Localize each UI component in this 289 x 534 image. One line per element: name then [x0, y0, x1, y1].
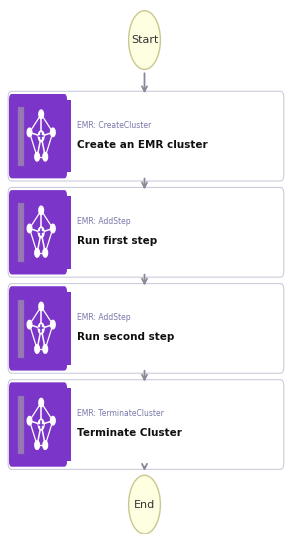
Circle shape — [38, 131, 44, 142]
Bar — [21, 396, 23, 453]
Bar — [18, 107, 20, 165]
Circle shape — [43, 153, 48, 161]
Bar — [20, 196, 71, 269]
Circle shape — [27, 128, 32, 137]
Bar — [18, 203, 20, 261]
Circle shape — [43, 345, 48, 354]
Circle shape — [51, 224, 55, 233]
Circle shape — [27, 224, 32, 233]
Circle shape — [27, 320, 32, 329]
FancyBboxPatch shape — [8, 284, 284, 373]
Circle shape — [35, 441, 39, 450]
Circle shape — [43, 441, 48, 450]
Circle shape — [38, 227, 44, 238]
Text: EMR: TerminateCluster: EMR: TerminateCluster — [77, 409, 164, 418]
Text: EMR: CreateCluster: EMR: CreateCluster — [77, 121, 151, 130]
Circle shape — [51, 417, 55, 425]
Text: End: End — [134, 500, 155, 509]
Text: Start: Start — [131, 35, 158, 45]
FancyBboxPatch shape — [8, 187, 284, 277]
Text: Run first step: Run first step — [77, 235, 157, 246]
Bar — [18, 396, 20, 453]
Text: EMR: AddStep: EMR: AddStep — [77, 313, 130, 322]
Text: Create an EMR cluster: Create an EMR cluster — [77, 139, 207, 150]
Bar — [21, 107, 23, 165]
FancyBboxPatch shape — [9, 286, 67, 371]
Circle shape — [35, 249, 39, 257]
Circle shape — [39, 110, 44, 119]
FancyBboxPatch shape — [9, 190, 67, 274]
Bar — [20, 100, 71, 172]
Text: EMR: AddStep: EMR: AddStep — [77, 217, 130, 226]
Bar — [18, 300, 20, 357]
Circle shape — [129, 475, 160, 534]
Circle shape — [129, 11, 160, 69]
Circle shape — [39, 302, 44, 311]
Bar — [21, 203, 23, 261]
Circle shape — [35, 345, 39, 354]
Circle shape — [39, 398, 44, 407]
Bar — [20, 292, 71, 365]
FancyBboxPatch shape — [9, 94, 67, 178]
Circle shape — [35, 153, 39, 161]
Circle shape — [38, 419, 44, 430]
Circle shape — [51, 320, 55, 329]
Bar — [21, 300, 23, 357]
Circle shape — [43, 249, 48, 257]
FancyBboxPatch shape — [8, 380, 284, 469]
Text: Run second step: Run second step — [77, 332, 174, 342]
Circle shape — [51, 128, 55, 137]
FancyBboxPatch shape — [9, 382, 67, 467]
Bar — [20, 388, 71, 461]
Text: Terminate Cluster: Terminate Cluster — [77, 428, 181, 438]
Circle shape — [38, 323, 44, 334]
Circle shape — [27, 417, 32, 425]
Circle shape — [39, 206, 44, 215]
FancyBboxPatch shape — [8, 91, 284, 181]
